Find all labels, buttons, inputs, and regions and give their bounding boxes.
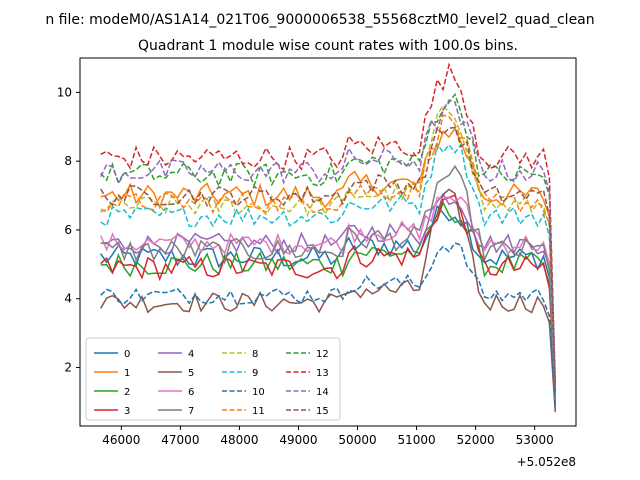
x-tick-label: 52000 xyxy=(457,433,495,447)
legend-label-0: 0 xyxy=(124,349,130,360)
series-line-15 xyxy=(100,126,557,392)
series-line-1 xyxy=(100,126,557,399)
legend-frame xyxy=(85,337,341,421)
x-tick-label: 47000 xyxy=(161,433,199,447)
x-tick-label: 50000 xyxy=(338,433,376,447)
legend-label-3: 3 xyxy=(124,406,130,417)
x-tick-label: 51000 xyxy=(397,433,435,447)
legend-label-14: 14 xyxy=(316,387,329,398)
series-line-9 xyxy=(100,142,557,396)
series-line-14 xyxy=(100,99,557,389)
chart-title: Quadrant 1 module wise count rates with … xyxy=(138,38,518,54)
x-tick-label: 49000 xyxy=(279,433,317,447)
y-tick-label: 4 xyxy=(64,292,72,306)
x-tick-label: 46000 xyxy=(102,433,140,447)
axes-layer: 46000 47000 48000 49000 50000 51000 52000 53000… xyxy=(57,57,577,447)
x-tick-label: 48000 xyxy=(220,433,258,447)
series-layer xyxy=(100,62,557,413)
legend-label-15: 15 xyxy=(316,406,329,417)
series-line-7 xyxy=(100,164,557,399)
legend-label-9: 9 xyxy=(252,368,258,379)
y-tick-label: 8 xyxy=(64,154,72,168)
legend-label-13: 13 xyxy=(316,368,329,379)
legend-label-6: 6 xyxy=(188,387,194,398)
legend-label-2: 2 xyxy=(124,387,130,398)
legend-label-7: 7 xyxy=(188,406,194,417)
series-line-2 xyxy=(100,200,557,396)
series-line-11 xyxy=(100,114,557,392)
series-line-12 xyxy=(100,92,557,385)
legend-label-1: 1 xyxy=(124,368,130,379)
series-line-10 xyxy=(100,242,557,409)
series-line-3 xyxy=(100,194,557,389)
plot-frame xyxy=(79,57,577,427)
legend-label-5: 5 xyxy=(188,368,194,379)
series-line-13 xyxy=(100,62,557,382)
legend-label-8: 8 xyxy=(252,349,258,360)
figure-title: n file: modeM0/AS1A14_021T06_9000006538_… xyxy=(45,12,594,28)
legend-label-12: 12 xyxy=(316,349,329,360)
legend-label-11: 11 xyxy=(252,406,265,417)
y-tick-label: 6 xyxy=(64,223,72,237)
y-tick-label: 2 xyxy=(64,361,72,375)
x-tick-label: 53000 xyxy=(516,433,554,447)
legend-label-4: 4 xyxy=(188,349,194,360)
x-offset-label: +5.052e8 xyxy=(517,455,576,469)
y-tick-label: 10 xyxy=(57,85,72,99)
legend-label-10: 10 xyxy=(252,387,265,398)
